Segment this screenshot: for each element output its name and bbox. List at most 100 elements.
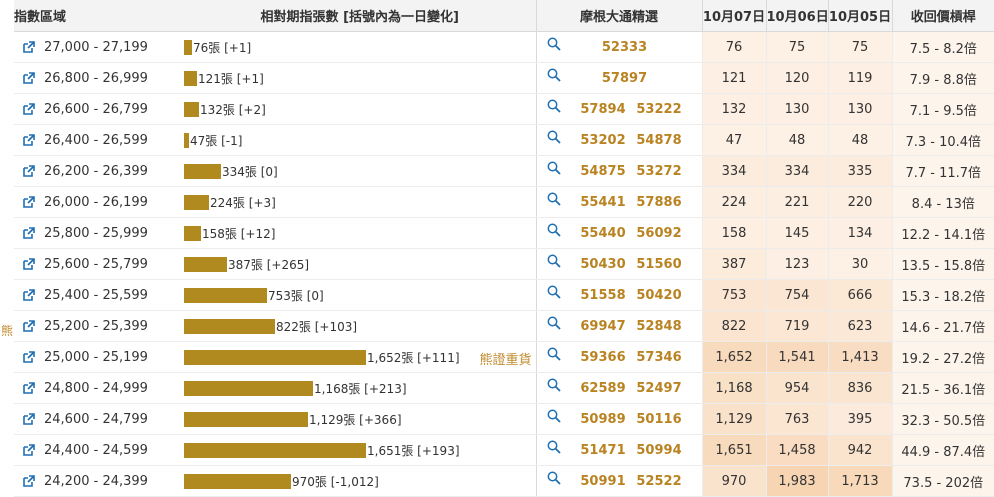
search-icon[interactable] bbox=[547, 285, 561, 299]
warrant-code-link[interactable]: 57894 bbox=[580, 101, 626, 117]
warrant-code-link[interactable]: 51558 bbox=[580, 287, 626, 303]
table-row: 25,200 - 25,399 822張 [+103] 69947 52848 822 7… bbox=[14, 310, 994, 342]
warrant-code-link[interactable]: 52848 bbox=[636, 318, 682, 334]
warrants-cell: 54875 53272 bbox=[535, 155, 703, 187]
index-range: 25,600 - 25,799 bbox=[44, 248, 185, 280]
warrant-code-link[interactable]: 53222 bbox=[636, 101, 682, 117]
ma-bar-label: 387張 [+265] bbox=[228, 257, 310, 272]
warrant-code-link[interactable]: 55441 bbox=[580, 194, 626, 210]
external-link-icon[interactable] bbox=[23, 134, 35, 146]
warrant-code-link[interactable]: 57886 bbox=[636, 194, 682, 210]
search-icon[interactable] bbox=[547, 347, 561, 361]
warrant-code-link[interactable]: 54875 bbox=[580, 163, 626, 179]
day-count-1: 970 bbox=[701, 465, 767, 497]
recall-leverage: 44.9 - 87.4倍 bbox=[891, 434, 994, 466]
day-count-2: 1,458 bbox=[765, 434, 829, 466]
search-icon[interactable] bbox=[547, 37, 561, 51]
warrant-code-link[interactable]: 55440 bbox=[580, 225, 626, 241]
header-date-3: 10月05日 bbox=[827, 0, 893, 32]
search-icon[interactable] bbox=[547, 161, 561, 175]
ma-bar-label: 224張 [+3] bbox=[210, 195, 276, 210]
external-link-icon[interactable] bbox=[23, 258, 35, 270]
bear-side-label: 熊 bbox=[0, 324, 13, 338]
warrant-codes: 62589 52497 bbox=[575, 381, 687, 396]
recall-leverage: 12.2 - 14.1倍 bbox=[891, 217, 994, 249]
table-row: 25,000 - 25,199 1,652張 [+111] 熊證重貨 59366 573… bbox=[14, 341, 994, 373]
external-link-icon[interactable] bbox=[23, 475, 35, 487]
warrants-cell: 55440 56092 bbox=[535, 217, 703, 249]
external-link-icon[interactable] bbox=[23, 320, 35, 332]
search-icon[interactable] bbox=[547, 316, 561, 330]
index-range: 24,200 - 24,399 bbox=[44, 465, 185, 497]
warrant-code-link[interactable]: 57897 bbox=[601, 71, 648, 86]
warrant-code-link[interactable]: 51560 bbox=[636, 256, 682, 272]
warrant-code-link[interactable]: 50991 bbox=[580, 473, 626, 489]
row-link-cell bbox=[14, 93, 44, 125]
index-range: 24,400 - 24,599 bbox=[44, 434, 185, 466]
day-count-3: 30 bbox=[827, 248, 893, 280]
cbbc-distribution-table: 指數區域 相對期指張數 [括號內為一日變化] 摩根大通精選 10月07日 10月… bbox=[14, 0, 994, 497]
warrant-code-link[interactable]: 52497 bbox=[636, 380, 682, 396]
warrant-code-link[interactable]: 50420 bbox=[636, 287, 682, 303]
table-row: 24,400 - 24,599 1,651張 [+193] 51471 50994 1,… bbox=[14, 434, 994, 466]
warrant-codes: 51471 50994 bbox=[575, 443, 687, 458]
search-icon[interactable] bbox=[547, 192, 561, 206]
ma-bar-cell: 121張 [+1] bbox=[184, 62, 537, 94]
warrant-code-link[interactable]: 53272 bbox=[636, 163, 682, 179]
warrant-code-link[interactable]: 50116 bbox=[636, 411, 682, 427]
external-link-icon[interactable] bbox=[23, 41, 35, 53]
ma-bar bbox=[184, 256, 228, 272]
row-link-cell bbox=[14, 124, 44, 156]
search-icon[interactable] bbox=[547, 378, 561, 392]
warrant-code-link[interactable]: 52333 bbox=[601, 40, 648, 55]
warrant-code-link[interactable]: 59366 bbox=[580, 349, 626, 365]
warrant-code-link[interactable]: 62589 bbox=[580, 380, 626, 396]
ma-bar bbox=[184, 380, 314, 396]
warrant-code-link[interactable]: 57346 bbox=[636, 349, 682, 365]
warrant-code-link[interactable]: 53202 bbox=[580, 132, 626, 148]
external-link-icon[interactable] bbox=[23, 165, 35, 177]
search-icon[interactable] bbox=[547, 130, 561, 144]
row-link-cell bbox=[14, 434, 44, 466]
row-link-cell bbox=[14, 341, 44, 373]
external-link-icon[interactable] bbox=[23, 289, 35, 301]
warrant-codes: 55441 57886 bbox=[575, 195, 687, 210]
search-icon[interactable] bbox=[547, 409, 561, 423]
warrants-cell: 62589 52497 bbox=[535, 372, 703, 404]
external-link-icon[interactable] bbox=[23, 103, 35, 115]
header-ma: 相對期指張數 [括號內為一日變化] bbox=[184, 0, 537, 32]
warrant-code-link[interactable]: 50430 bbox=[580, 256, 626, 272]
day-count-1: 132 bbox=[701, 93, 767, 125]
warrant-code-link[interactable]: 50989 bbox=[580, 411, 626, 427]
day-count-2: 763 bbox=[765, 403, 829, 435]
warrant-code-link[interactable]: 69947 bbox=[580, 318, 626, 334]
external-link-icon[interactable] bbox=[23, 382, 35, 394]
external-link-icon[interactable] bbox=[23, 413, 35, 425]
warrant-code-link[interactable]: 50994 bbox=[636, 442, 682, 458]
index-range: 26,200 - 26,399 bbox=[44, 155, 185, 187]
warrant-code-link[interactable]: 52522 bbox=[636, 473, 682, 489]
warrant-code-link[interactable]: 54878 bbox=[636, 132, 682, 148]
external-link-icon[interactable] bbox=[23, 444, 35, 456]
day-count-3: 623 bbox=[827, 310, 893, 342]
ma-bar-cell: 76張 [+1] bbox=[184, 31, 537, 63]
external-link-icon[interactable] bbox=[23, 196, 35, 208]
search-icon[interactable] bbox=[547, 254, 561, 268]
recall-leverage: 7.9 - 8.8倍 bbox=[891, 62, 994, 94]
search-icon[interactable] bbox=[547, 223, 561, 237]
day-count-3: 942 bbox=[827, 434, 893, 466]
external-link-icon[interactable] bbox=[23, 72, 35, 84]
day-count-3: 1,713 bbox=[827, 465, 893, 497]
search-icon[interactable] bbox=[547, 440, 561, 454]
warrant-code-link[interactable]: 51471 bbox=[580, 442, 626, 458]
external-link-icon[interactable] bbox=[23, 227, 35, 239]
external-link-icon[interactable] bbox=[23, 351, 35, 363]
search-icon[interactable] bbox=[547, 99, 561, 113]
warrant-code-link[interactable]: 56092 bbox=[636, 225, 682, 241]
warrants-cell: 53202 54878 bbox=[535, 124, 703, 156]
warrants-cell: 51558 50420 bbox=[535, 279, 703, 311]
search-icon[interactable] bbox=[547, 68, 561, 82]
recall-leverage: 8.4 - 13倍 bbox=[891, 186, 994, 218]
index-range: 24,600 - 24,799 bbox=[44, 403, 185, 435]
search-icon[interactable] bbox=[547, 471, 561, 485]
